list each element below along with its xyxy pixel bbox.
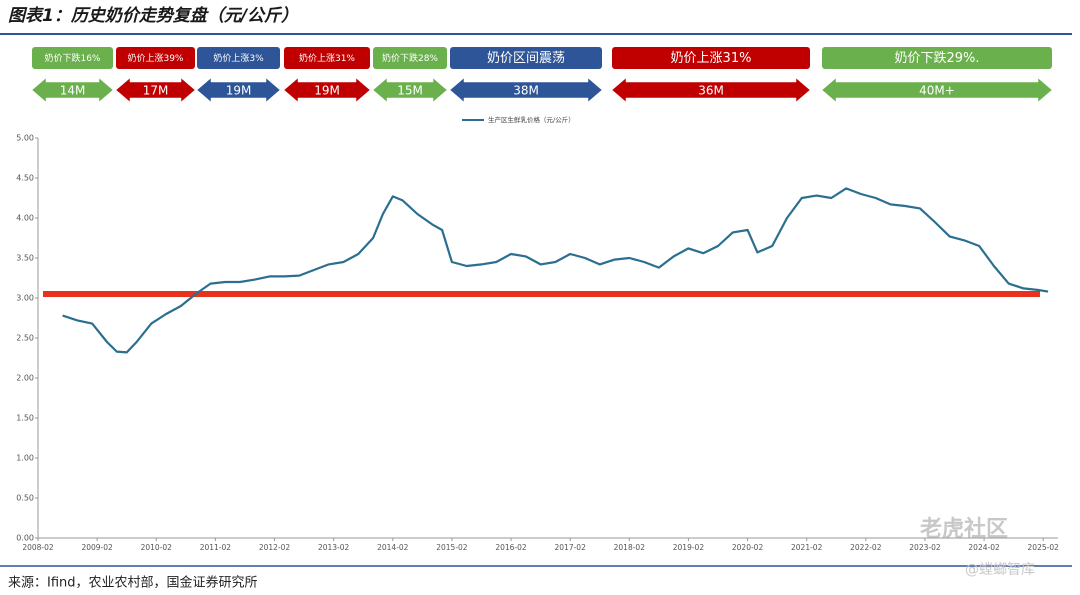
x-tick-label: 2025-02 [1028,543,1060,552]
period-duration: 19M [226,84,252,98]
source: 来源：Ifind，农业农村部，国金证券研究所 [8,575,258,591]
x-tick-label: 2012-02 [259,543,291,552]
x-tick-label: 2017-02 [555,543,587,552]
period-arrow [611,77,811,103]
period-banner [116,47,195,69]
period-banner [612,47,810,69]
y-tick-label: 3.50 [16,254,34,263]
y-tick-label: 4.00 [16,214,34,223]
period-label: 奶价上涨39% [127,52,183,64]
y-tick-label: 1.00 [16,454,34,463]
x-tick-label: 2009-02 [81,543,113,552]
x-tick-label: 2018-02 [614,543,646,552]
period-duration: 40M+ [919,84,955,98]
page-title: 图表1：历史奶价走势复盘（元/公斤） [8,6,298,26]
period-duration: 17M [143,84,169,98]
period-duration: 38M [513,84,539,98]
period-banner [32,47,113,69]
period-banner [822,47,1052,69]
period-arrow [283,77,371,103]
period-banner [450,47,602,69]
period-arrow [449,77,603,103]
period-duration: 36M [698,84,724,98]
period-label: 奶价上涨31% [671,51,752,66]
x-tick-label: 2015-02 [436,543,468,552]
period-banner [284,47,370,69]
period-arrow [196,77,281,103]
y-tick-label: 2.00 [16,374,34,383]
watermark: @螳螂智库 [965,562,1035,578]
x-tick-label: 2014-02 [377,543,409,552]
x-tick-label: 2011-02 [200,543,232,552]
period-label: 奶价上涨3% [213,52,264,64]
x-tick-label: 2024-02 [968,543,1000,552]
period-label: 奶价下跌29%. [894,50,979,66]
x-tick-label: 2022-02 [850,543,882,552]
x-tick-label: 2013-02 [318,543,350,552]
x-tick-label: 2019-02 [673,543,705,552]
data-line [62,187,1049,354]
y-tick-label: 5.00 [16,134,34,143]
period-arrow [31,77,114,103]
y-tick-label: 0.00 [16,534,34,543]
period-arrow [115,77,196,103]
period-arrow [372,77,448,103]
y-tick-label: 4.50 [16,174,34,183]
x-tick-label: 2021-02 [791,543,823,552]
y-tick-label: 2.50 [16,334,34,343]
period-banner [197,47,280,69]
x-tick-label: 2023-02 [909,543,941,552]
period-duration: 14M [60,84,86,98]
period-duration: 19M [314,84,340,98]
x-tick-label: 2008-02 [22,543,54,552]
y-tick-label: 0.50 [16,494,34,503]
period-banner [373,47,447,69]
y-tick-label: 3.00 [16,294,34,303]
period-label: 奶价下跌16% [44,52,100,64]
x-tick-label: 2016-02 [495,543,527,552]
period-label: 奶价区间震荡 [487,51,565,66]
period-duration: 15M [397,84,423,98]
legend-label: 生产区生鲜乳价格（元/公斤） [488,115,575,124]
x-tick-label: 2020-02 [732,543,764,552]
x-tick-label: 2010-02 [141,543,173,552]
period-arrow [821,77,1053,103]
period-label: 奶价上涨31% [299,52,355,64]
y-tick-label: 1.50 [16,414,34,423]
period-label: 奶价下跌28% [382,52,438,64]
